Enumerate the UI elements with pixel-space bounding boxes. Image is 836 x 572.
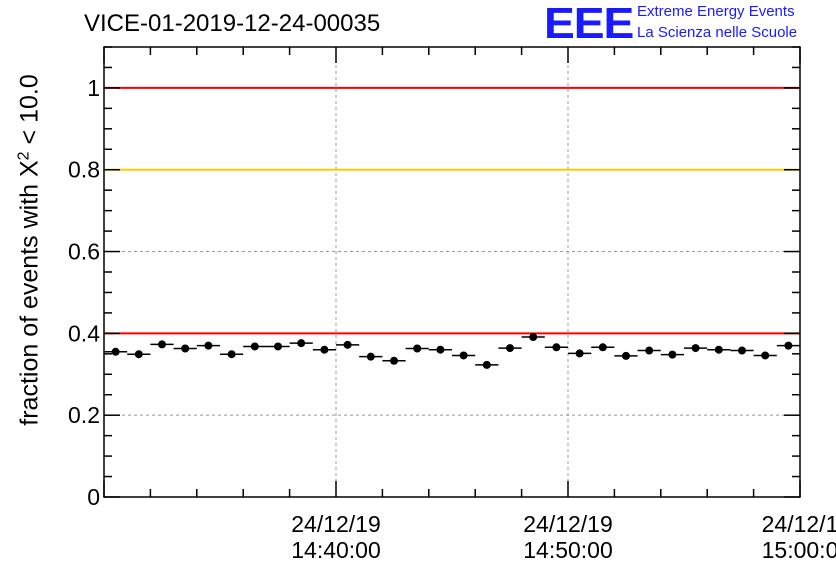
data-marker [204,341,213,350]
data-marker [506,344,514,353]
y-tick-label: 0.2 [68,402,100,428]
data-point [753,351,777,360]
data-point [104,347,128,356]
logo-line-1: Extreme Energy Events [637,3,795,20]
data-marker [111,347,120,356]
y-tick-label: 0.6 [68,239,100,265]
y-tick-label: 0.4 [68,320,100,346]
data-marker [529,333,538,342]
x-tick-label-time: 15:00:0 [762,537,836,563]
data-marker [575,349,584,358]
data-marker [366,352,375,361]
data-marker [761,351,770,360]
data-point [266,342,290,351]
data-marker [158,340,166,349]
data-marker [274,342,282,351]
data-marker [738,346,746,355]
y-axis-label-area: fraction of events with X2 < 10.0 [0,0,48,572]
data-point [196,341,220,350]
x-tick-label-date: 24/12/1 [762,511,836,537]
data-marker [297,339,306,348]
data-point [544,343,568,352]
data-point [289,339,313,348]
data-point [452,351,476,360]
y-tick-label: 0.8 [68,157,100,183]
data-point [405,344,429,353]
data-marker [134,350,143,359]
data-point [336,340,360,349]
data-point [776,341,800,350]
data-marker [552,343,561,352]
x-tick-label-time: 14:50:00 [523,537,613,563]
y-axis-label: fraction of events with X2 < 10.0 [15,74,44,425]
data-point [428,345,452,354]
data-marker [181,344,190,353]
y-axis-label-prefix: fraction of events with X [15,160,44,426]
y-axis-label-suffix: < 10.0 [15,74,44,152]
y-tick-labels: 0 0.2 0.4 0.6 0.8 1 [68,75,100,510]
x-tick-label-time: 14:40:00 [291,537,381,563]
data-marker [227,350,236,359]
data-point [568,349,592,358]
data-point [173,344,197,353]
data-point [521,333,545,342]
y-axis-label-sup: 2 [15,151,33,161]
data-point [220,350,244,359]
data-marker [320,345,329,354]
chart-title: VICE-01-2019-12-24-00035 [84,10,381,37]
data-point [614,351,638,360]
data-marker [459,351,468,360]
data-point [127,350,151,359]
data-point [243,342,267,351]
data-point [498,344,522,353]
data-point [150,340,174,349]
reference-lines [104,86,800,335]
data-marker [413,344,422,353]
data-marker [622,351,630,360]
y-tick-label: 0 [87,484,100,510]
x-tick-labels: 24/12/1914:40:0024/12/1914:50:0024/12/11… [291,511,836,563]
eee-logo: EEE [544,0,634,48]
axis-ticks [103,46,801,498]
data-marker [691,344,700,353]
data-marker [436,345,445,354]
data-point [637,346,661,355]
x-tick-label-date: 24/12/19 [291,511,381,537]
data-point [684,344,708,353]
data-point [730,346,754,355]
grid-lines [104,47,800,497]
data-marker [343,340,352,349]
plot-frame [103,46,801,498]
x-tick-label-date: 24/12/19 [523,511,613,537]
y-tick-label: 1 [87,75,100,101]
logo-line-2: La Scienza nelle Scuole [637,24,798,41]
data-point [707,345,731,354]
data-point [312,345,336,354]
data-marker [714,345,723,354]
data-marker [390,356,398,365]
data-point [359,352,383,361]
data-point [475,360,499,369]
data-marker [250,342,259,351]
data-marker [598,343,607,352]
data-marker [784,341,793,350]
data-points [104,333,800,369]
data-point [591,343,615,352]
data-marker [645,346,654,355]
data-point [660,350,684,359]
data-marker [668,350,677,359]
data-point [382,356,406,365]
data-marker [482,360,491,369]
